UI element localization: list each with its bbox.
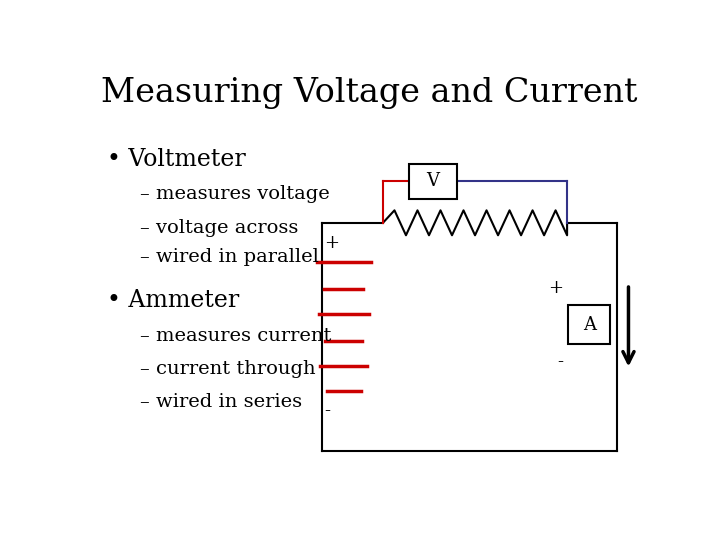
Text: A: A — [583, 316, 596, 334]
Text: – wired in series: – wired in series — [140, 393, 302, 411]
Text: – current through: – current through — [140, 360, 316, 378]
Text: • Voltmeter: • Voltmeter — [107, 148, 246, 171]
Text: -: - — [557, 353, 563, 371]
Text: – wired in parallel: – wired in parallel — [140, 248, 319, 266]
Bar — [410, 164, 457, 199]
Text: – measures voltage: – measures voltage — [140, 185, 330, 204]
Text: • Ammeter: • Ammeter — [107, 289, 239, 312]
Text: +: + — [548, 279, 563, 296]
Bar — [569, 305, 611, 345]
Text: -: - — [324, 402, 330, 420]
Text: Measuring Voltage and Current: Measuring Voltage and Current — [101, 77, 637, 109]
Text: V: V — [427, 172, 440, 190]
Text: – measures current: – measures current — [140, 327, 332, 345]
Text: – voltage across: – voltage across — [140, 219, 299, 237]
Text: +: + — [324, 234, 339, 252]
